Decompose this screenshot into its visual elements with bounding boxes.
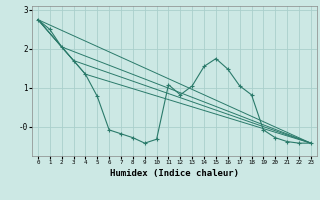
X-axis label: Humidex (Indice chaleur): Humidex (Indice chaleur) [110,169,239,178]
